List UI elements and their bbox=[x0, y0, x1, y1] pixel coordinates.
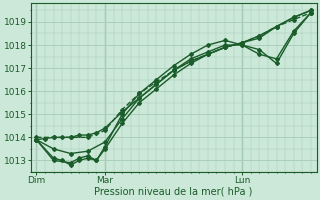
X-axis label: Pression niveau de la mer( hPa ): Pression niveau de la mer( hPa ) bbox=[94, 187, 253, 197]
